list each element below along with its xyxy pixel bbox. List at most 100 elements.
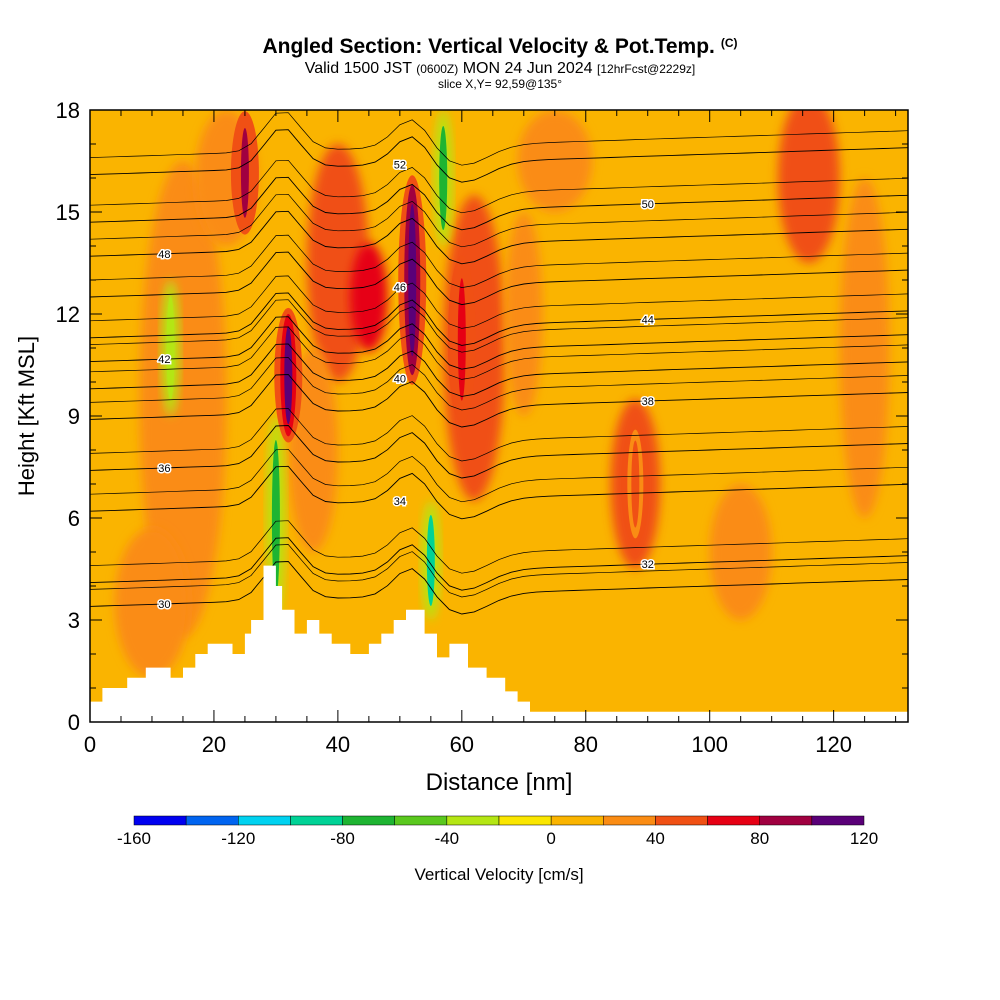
theta-contour [90,112,908,166]
theta-contour [90,448,908,503]
theta-contour [90,176,908,231]
x-tick-label: 0 [84,732,96,757]
y-tick-label: 12 [56,302,80,327]
x-tick-label: 120 [815,732,852,757]
valid-time-line: Valid 1500 JST (0600Z) MON 24 Jun 2024 [… [0,60,1000,78]
theta-contour-label: 38 [642,396,654,408]
updraft-core-inner [457,278,466,401]
theta-contour [90,520,908,574]
theta-contour [90,425,908,479]
updraft-region [839,178,890,518]
theta-contour-label: 42 [158,354,170,366]
valid-fcst: [12hrFcst@2229z] [597,62,696,76]
updraft-region [114,528,190,678]
copyright-mark: (C) [720,36,738,50]
updraft-region [709,484,772,620]
theta-contour-label: 36 [158,463,170,475]
updraft-region [350,242,388,352]
colorbar-tick-label: 40 [646,829,665,848]
theta-contour-label: 34 [394,496,406,508]
colorbar-tick-label: -40 [435,829,460,848]
chart-title: Angled Section: Vertical Velocity & Pot.… [0,35,1000,59]
colorbar-tick-label: -120 [221,829,255,848]
colorbar-swatch [811,815,865,826]
x-tick-label: 40 [326,732,350,757]
theta-contour [90,544,908,598]
theta-contour-label: 44 [642,314,654,326]
theta-contour [90,292,908,346]
theta-contour [90,465,908,520]
y-tick-label: 6 [68,506,80,531]
downdraft-core [426,515,435,606]
y-tick-label: 18 [56,98,80,123]
theta-contour-label: 30 [158,599,170,611]
theta-contour [90,299,908,353]
y-tick-label: 0 [68,710,80,735]
valid-utc: (0600Z) [416,62,459,76]
colorbar-swatch [655,815,708,826]
x-tick-label: 100 [691,732,728,757]
updraft-region [777,110,840,263]
theta-contour-label: 50 [642,199,654,211]
downdraft-core [166,296,175,400]
colorbar-swatch [759,815,813,826]
updraft-core-inner [631,440,640,528]
y-tick-label: 3 [68,608,80,633]
colorbar-tick-label: -160 [117,829,151,848]
colorbar-swatch [550,815,604,826]
title-main: Angled Section: Vertical Velocity & Pot.… [262,35,715,58]
theta-contour [90,357,908,411]
theta-contour [90,234,908,288]
updraft-region [517,110,592,212]
theta-contour [90,374,908,428]
theta-contour-label: 32 [642,559,654,571]
y-tick-label: 15 [56,200,80,225]
updraft-core-inner [240,128,249,218]
x-tick-label: 60 [450,732,474,757]
theta-contour [90,343,908,397]
colorbar-swatch [185,815,239,826]
colorbar-swatch [342,815,395,826]
colorbar-swatch [290,815,343,826]
terrain [90,565,908,722]
theta-contour [90,316,908,370]
theta-contour [90,326,908,380]
x-tick-label: 80 [574,732,598,757]
colorbar-tick-label: 120 [850,829,878,848]
theta-contour [90,193,908,248]
theta-contour-label: 48 [158,249,170,261]
valid-date: MON 24 Jun 2024 [462,60,593,77]
x-axis-label: Distance [nm] [426,769,573,796]
theta-contour [90,210,908,265]
slice-info: slice X,Y= 92,59@135° [437,77,563,91]
colorbar-swatch [133,815,187,826]
y-tick-label: 9 [68,404,80,429]
colorbar-swatch [603,815,656,826]
colorbar-tick-label: -80 [330,829,355,848]
colorbar-label: Vertical Velocity [cm/s] [414,865,583,884]
downdraft-core [271,440,280,596]
valid-prefix: Valid 1500 JST [304,60,412,77]
theta-contour [90,408,908,462]
theta-contour-label: 40 [394,374,406,386]
theta-contour [90,537,908,591]
theta-contour-label: 52 [394,159,406,171]
theta-contour [90,159,908,214]
updraft-core-inner [408,203,417,357]
theta-contour-label: 46 [394,282,406,294]
colorbar-tick-label: 80 [750,829,769,848]
colorbar-tick-label: 0 [546,829,555,848]
colorbar-swatch [394,815,448,826]
colorbar-swatch [498,815,552,826]
theta-contour [90,561,908,615]
downdraft-core [439,126,448,230]
y-axis-label: Height [Kft MSL] [14,336,39,496]
x-tick-label: 20 [202,732,226,757]
colorbar-swatch [238,815,291,826]
theta-contour [90,129,908,183]
theta-contour [90,275,908,329]
theta-contour [90,251,908,306]
colorbar-swatch [707,815,760,826]
updraft-region [505,212,543,416]
